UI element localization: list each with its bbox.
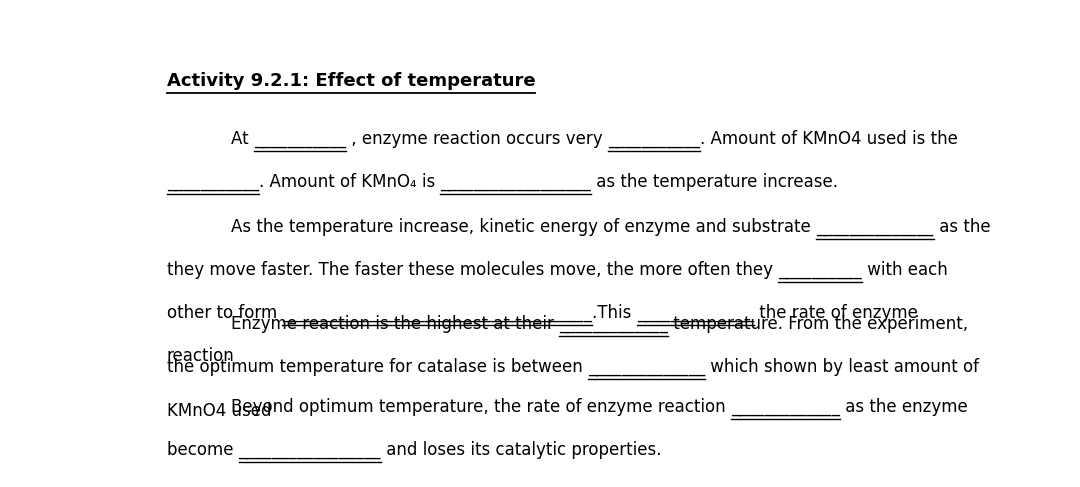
Text: which shown by least amount of: which shown by least amount of bbox=[705, 358, 980, 376]
Text: As the temperature increase, kinetic energy of enzyme and substrate: As the temperature increase, kinetic ene… bbox=[231, 218, 816, 236]
Text: become: become bbox=[166, 441, 239, 459]
Text: __________: __________ bbox=[778, 261, 862, 279]
Text: _____________: _____________ bbox=[731, 398, 840, 416]
Text: Beyond optimum temperature, the rate of enzyme reaction: Beyond optimum temperature, the rate of … bbox=[231, 398, 731, 416]
Text: they move faster. The faster these molecules move, the more often they: they move faster. The faster these molec… bbox=[166, 261, 778, 279]
Text: ______________: ______________ bbox=[588, 358, 705, 376]
Text: as the: as the bbox=[933, 218, 990, 236]
Text: reaction: reaction bbox=[166, 347, 234, 365]
Text: .This: .This bbox=[592, 304, 637, 322]
Text: . Amount of KMnO₄ is: . Amount of KMnO₄ is bbox=[259, 173, 441, 191]
Text: . Amount of KMnO4 used is the: . Amount of KMnO4 used is the bbox=[700, 130, 958, 148]
Text: _____________________________________: _____________________________________ bbox=[282, 304, 592, 322]
Text: KMnO4 used: KMnO4 used bbox=[166, 402, 271, 420]
Text: At: At bbox=[231, 130, 254, 148]
Text: the optimum temperature for catalase is between: the optimum temperature for catalase is … bbox=[166, 358, 588, 376]
Text: as the enzyme: as the enzyme bbox=[840, 398, 968, 416]
Text: Enzyme reaction is the highest at their: Enzyme reaction is the highest at their bbox=[231, 315, 559, 333]
Text: ___________: ___________ bbox=[166, 173, 259, 191]
Text: other to form: other to form bbox=[166, 304, 282, 322]
Text: ___________: ___________ bbox=[608, 130, 700, 148]
Text: _________________: _________________ bbox=[239, 441, 381, 459]
Text: __________________: __________________ bbox=[441, 173, 591, 191]
Text: as the temperature increase.: as the temperature increase. bbox=[591, 173, 838, 191]
Text: , enzyme reaction occurs very: , enzyme reaction occurs very bbox=[347, 130, 608, 148]
Text: _____________: _____________ bbox=[559, 315, 669, 333]
Text: ______________: ______________ bbox=[637, 304, 754, 322]
Text: ______________: ______________ bbox=[816, 218, 933, 236]
Text: temperature. From the experiment,: temperature. From the experiment, bbox=[669, 315, 969, 333]
Text: and loses its catalytic properties.: and loses its catalytic properties. bbox=[381, 441, 661, 459]
Text: Activity 9.2.1: Effect of temperature: Activity 9.2.1: Effect of temperature bbox=[166, 72, 536, 90]
Text: the rate of enzyme: the rate of enzyme bbox=[754, 304, 918, 322]
Text: ___________: ___________ bbox=[254, 130, 347, 148]
Text: with each: with each bbox=[862, 261, 947, 279]
